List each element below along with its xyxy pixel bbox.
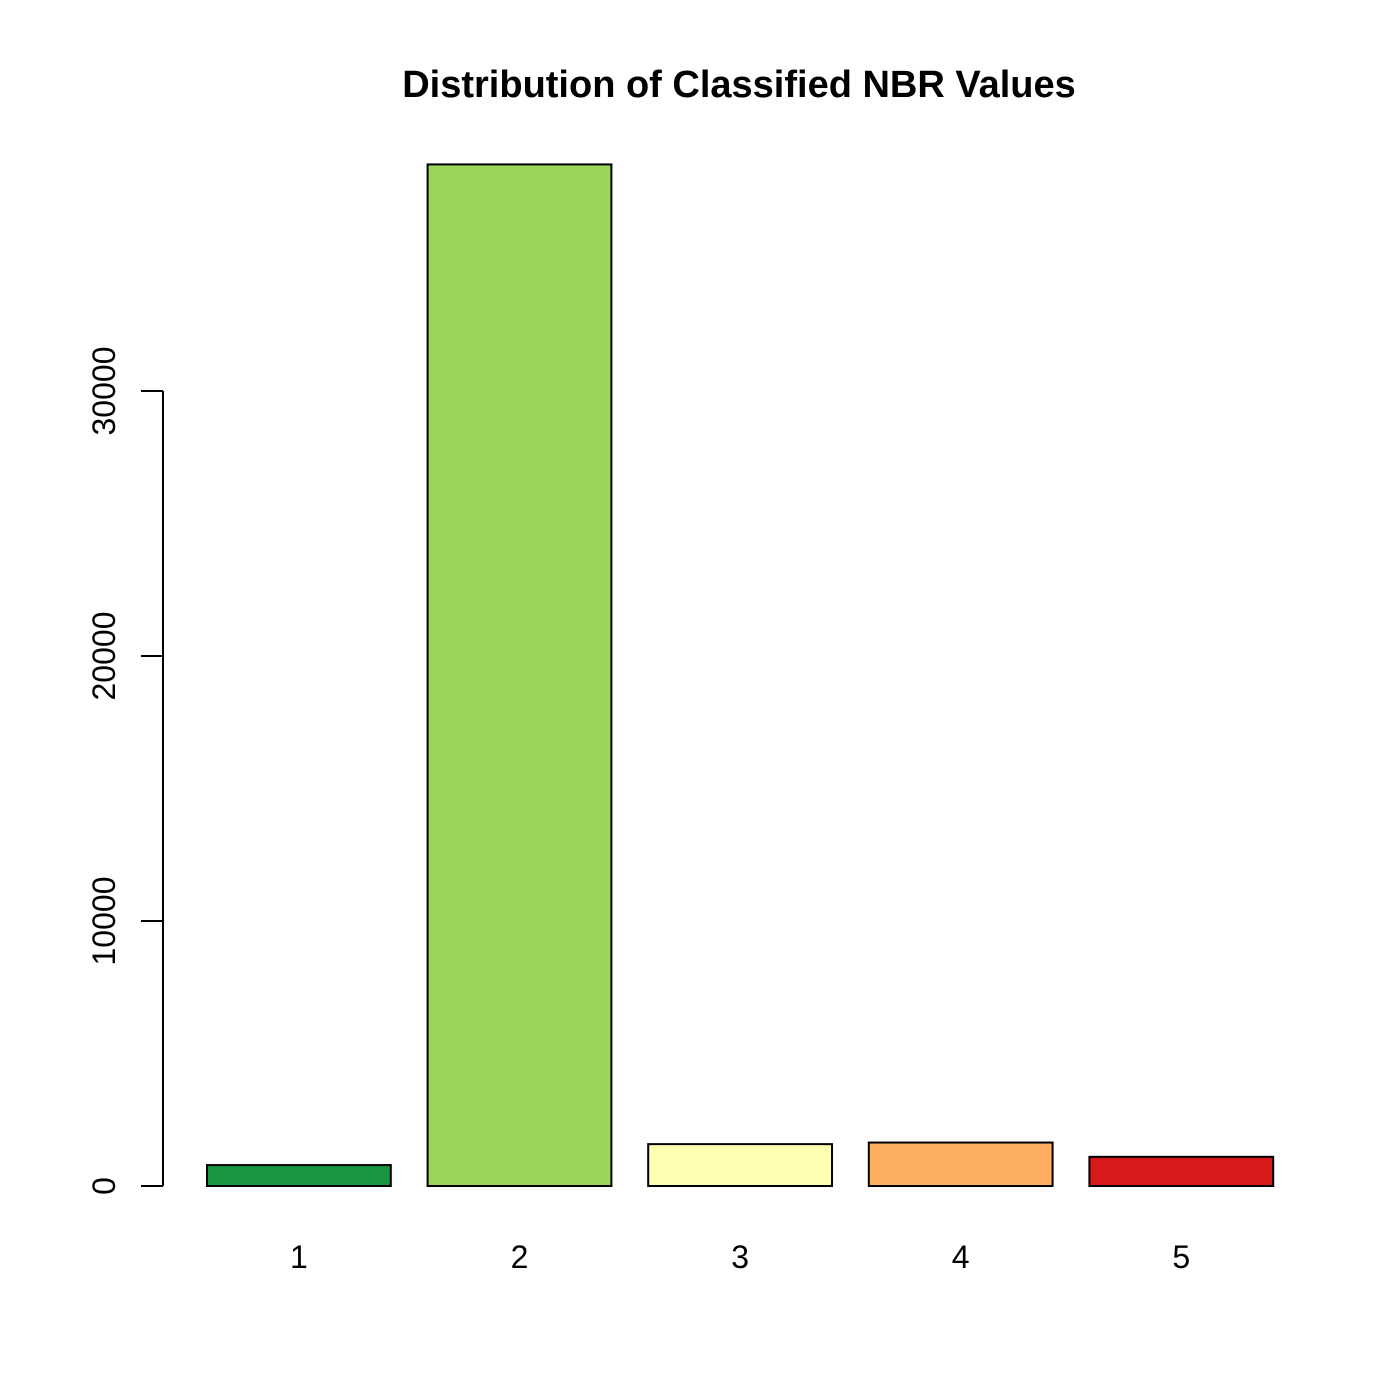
x-tick-label: 3 [731, 1239, 749, 1275]
x-axis-labels: 1 2 3 4 5 [290, 1239, 1190, 1275]
x-tick-label: 1 [290, 1239, 308, 1275]
y-tick-label: 0 [86, 1177, 122, 1195]
y-tick-label: 10000 [86, 877, 122, 966]
bar-3 [647, 1143, 834, 1188]
bar-5 [1088, 1155, 1275, 1187]
x-tick-label: 2 [511, 1239, 529, 1275]
chart-title: Distribution of Classified NBR Values [402, 64, 1076, 106]
bar-1 [206, 1164, 392, 1187]
bar-4 [867, 1141, 1054, 1188]
y-tick-label: 20000 [86, 612, 122, 701]
bars [206, 163, 1275, 1188]
x-tick-label: 4 [952, 1239, 970, 1275]
bar-2 [426, 163, 613, 1188]
y-tick-label: 30000 [86, 347, 122, 436]
x-tick-label: 5 [1172, 1239, 1190, 1275]
y-axis: 0 10000 20000 30000 [86, 347, 164, 1195]
